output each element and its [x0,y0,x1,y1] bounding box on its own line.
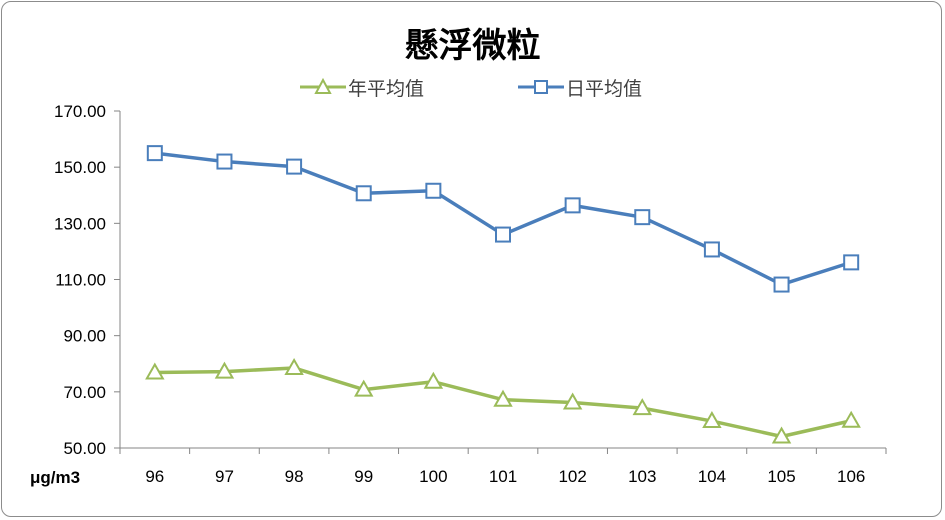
legend-item-daily: 日平均值 [518,72,642,102]
y-tick-label: 130.00 [54,214,106,233]
x-tick-label: 96 [145,467,164,486]
data-point-triangle [214,361,235,379]
data-point-square [564,197,581,214]
data-point-square [843,254,860,271]
legend-marker-triangle-icon [300,77,346,94]
legend: 年平均值 日平均值 [0,72,945,102]
series-line-1 [154,151,852,287]
data-point-triangle [145,362,165,380]
legend-label-daily: 日平均值 [566,77,643,100]
x-tick-label: 97 [215,467,234,486]
data-point-square [495,226,511,243]
y-tick-label: 170.00 [54,102,106,121]
data-point-triangle [354,379,374,397]
x-tick-label: 105 [767,467,795,486]
y-tick-label: 110.00 [55,271,106,290]
legend-label-annual: 年平均值 [348,77,425,100]
x-tick-label: 100 [419,467,447,486]
y-tick-label: 70.00 [63,383,106,402]
data-point-triangle [423,371,444,389]
data-point-square [703,241,720,258]
data-point-square [216,153,233,170]
x-tick-label: 102 [558,467,586,486]
y-unit-label: μg/m3 [30,468,81,487]
data-point-square [286,158,303,175]
data-point-square [773,276,790,293]
data-point-triangle [632,398,652,416]
y-tick-label: 50.00 [63,439,106,458]
x-tick-label: 101 [489,467,517,486]
data-point-triangle [841,410,861,428]
x-tick-label: 103 [628,467,656,486]
data-point-square [634,209,651,226]
chart-title: 懸浮微粒 [404,26,541,66]
data-point-triangle [562,392,583,410]
data-point-triangle [284,357,304,375]
data-point-triangle [771,426,792,444]
data-point-triangle [702,411,722,429]
y-tick-label: 90.00 [63,327,106,346]
data-point-square [355,185,372,202]
legend-marker-square-icon [518,80,564,94]
legend-item-annual: 年平均值 [300,72,424,102]
data-point-square [425,182,442,199]
data-point-triangle [493,389,513,407]
data-point-square [146,145,163,162]
x-tick-label: 104 [698,467,726,486]
x-tick-label: 99 [354,467,373,486]
x-tick-label: 98 [285,467,304,486]
x-tick-label: 106 [837,467,865,486]
y-tick-label: 150.00 [54,158,106,177]
